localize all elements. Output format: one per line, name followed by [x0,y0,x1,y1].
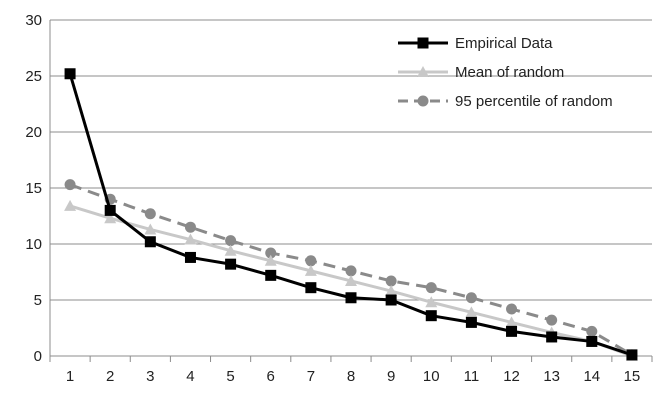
y-tick-label: 10 [25,236,42,253]
data-point [144,236,156,248]
data-point [506,325,518,337]
data-point [144,223,157,235]
legend: Empirical Data Mean of random 95 percentil… [398,35,613,110]
data-point [265,247,277,259]
data-point [385,285,398,297]
legend-marker [417,66,429,77]
x-tick-label: 8 [347,368,355,385]
data-point [305,282,317,294]
y-tick-labels: 0 5 10 15 20 25 30 [25,12,42,365]
data-point [506,303,518,315]
series-layer [64,68,638,361]
x-tick-label: 6 [267,368,275,385]
y-tick-label: 20 [25,124,42,141]
data-point [345,265,357,277]
data-point [385,275,397,287]
data-point [425,296,438,308]
legend-marker [417,95,429,107]
x-tick-label: 15 [624,368,641,385]
data-point [345,292,357,304]
y-tick-label: 15 [25,180,42,197]
legend-item: Empirical Data [398,35,553,52]
legend-item: Mean of random [398,64,564,81]
x-tick-label: 11 [464,368,480,385]
legend-marker [417,37,429,49]
data-point [546,314,558,326]
data-point [586,335,598,347]
data-point [465,292,477,304]
data-point [64,68,76,80]
x-tick-label: 13 [543,368,560,385]
data-point [184,221,196,233]
x-tick-label: 9 [387,368,395,385]
data-point [505,316,518,328]
data-point [64,179,76,191]
data-point [104,204,116,216]
y-tick-label: 0 [34,348,42,365]
data-point [104,212,117,224]
data-point [225,235,237,247]
data-point [64,199,77,211]
data-point [184,233,197,245]
grid-lines [50,19,652,301]
x-tick-label: 12 [503,368,520,385]
x-tick-label: 7 [307,368,315,385]
legend-label: Empirical Data [455,35,553,52]
x-tick-label: 14 [583,368,600,385]
legend-label: 95 percentile of random [455,93,613,110]
data-point [425,310,437,322]
data-point [224,244,237,256]
y-tick-label: 5 [34,292,42,309]
data-point [465,306,478,318]
y-tick-label: 25 [25,68,42,85]
x-tick-label: 2 [106,368,114,385]
x-tick-label: 5 [226,368,234,385]
legend-item: 95 percentile of random [398,93,613,110]
data-point [626,349,638,361]
data-point [305,255,317,267]
legend-label: Mean of random [455,64,564,81]
x-tick-label: 10 [423,368,440,385]
x-tick-labels: 1 2 3 4 5 6 7 8 9 10 11 12 13 14 15 [66,368,640,385]
data-point [144,208,156,220]
x-tick-label: 4 [186,368,194,385]
data-point [304,264,317,276]
data-point [546,331,558,343]
y-tick-label: 30 [25,12,42,29]
axes [49,20,653,362]
x-tick-label: 3 [146,368,154,385]
data-point [425,282,437,294]
series-2 [64,179,638,361]
data-point [465,316,477,328]
series-0 [64,68,638,361]
data-point [586,325,598,337]
data-point [225,258,237,270]
data-point [385,294,397,306]
data-point [184,251,196,263]
data-point [265,269,277,281]
data-point [264,254,277,266]
data-point [345,274,357,286]
x-tick-label: 1 [66,368,74,385]
